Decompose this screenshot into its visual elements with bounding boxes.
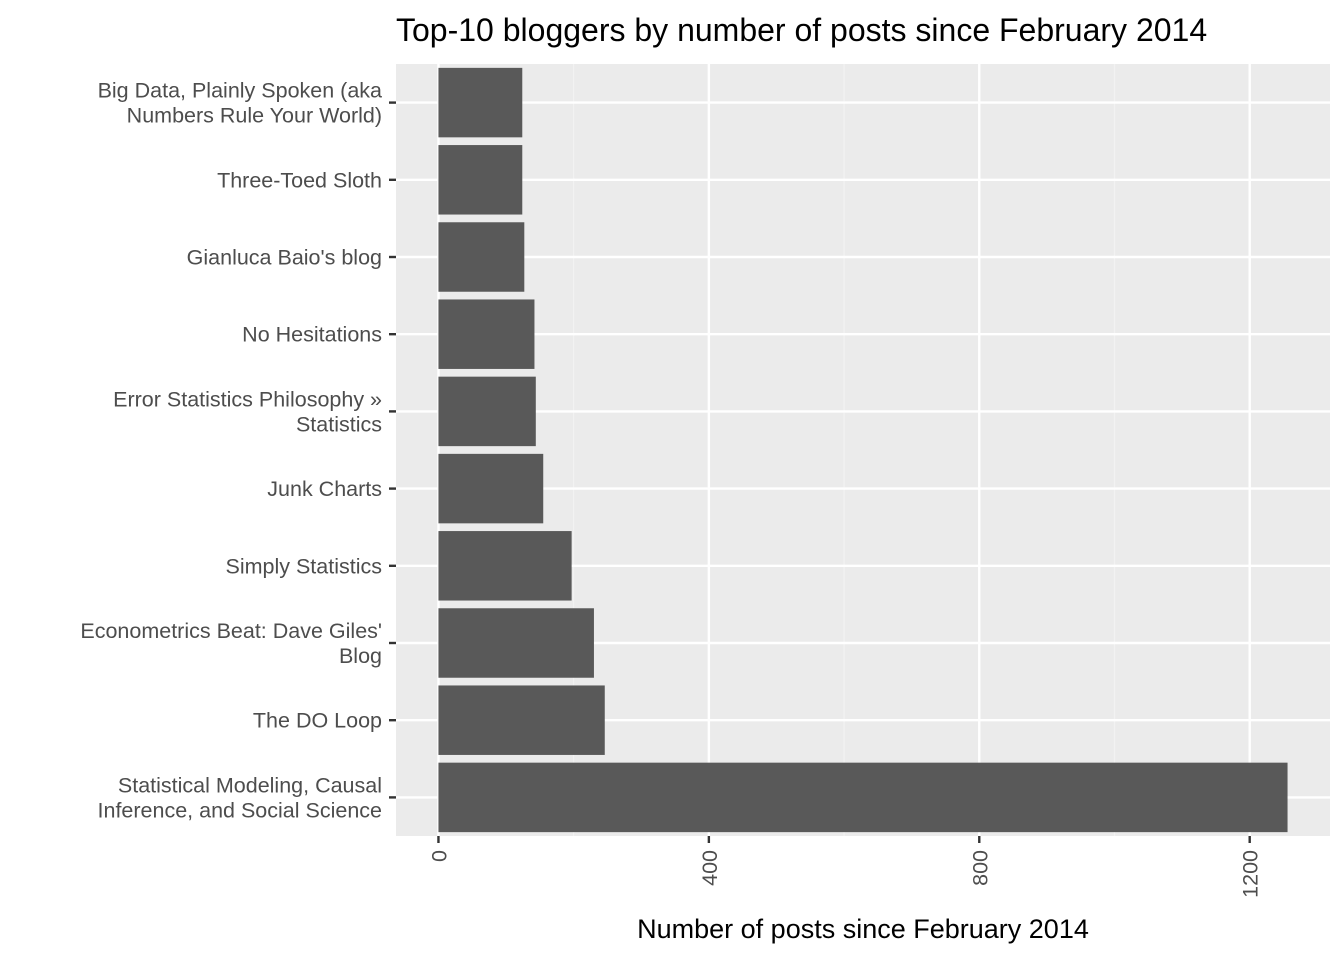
y-axis: Big Data, Plainly Spoken (aka Numbers Rul…	[80, 79, 396, 822]
x-tick-label: 0	[427, 850, 451, 862]
x-axis: 0 400 800 1200	[427, 836, 1263, 898]
y-tick-label: Simply Statistics	[225, 554, 382, 578]
y-tick-label: Error Statistics Philosophy » Statistics	[113, 387, 382, 436]
bar	[438, 145, 523, 215]
bars	[438, 67, 1288, 833]
bar	[438, 222, 525, 292]
x-axis-title: Number of posts since February 2014	[637, 914, 1089, 944]
bar	[438, 531, 572, 601]
bar	[438, 299, 535, 369]
bar	[438, 762, 1288, 833]
x-tick-label: 400	[698, 850, 722, 886]
bar	[438, 376, 536, 447]
y-tick-label: Three-Toed Sloth	[217, 168, 382, 192]
chart-title: Top-10 bloggers by number of posts since…	[396, 12, 1207, 48]
y-tick-label: Gianluca Baio's blog	[187, 246, 382, 270]
x-tick-label: 1200	[1239, 850, 1263, 898]
y-tick-label: Big Data, Plainly Spoken (aka Numbers Rul…	[98, 79, 382, 128]
bar	[438, 608, 594, 678]
y-tick-label: Statistical Modeling, Causal Inference, a…	[98, 773, 382, 822]
bar	[438, 67, 523, 138]
y-tick-label: Junk Charts	[267, 477, 382, 501]
y-tick-label: No Hesitations	[242, 323, 382, 347]
x-tick-label: 800	[968, 850, 992, 886]
y-tick-label: The DO Loop	[253, 709, 382, 733]
bar	[438, 685, 605, 755]
bar	[438, 453, 544, 524]
y-tick-label: Econometrics Beat: Dave Giles' Blog	[80, 619, 382, 668]
